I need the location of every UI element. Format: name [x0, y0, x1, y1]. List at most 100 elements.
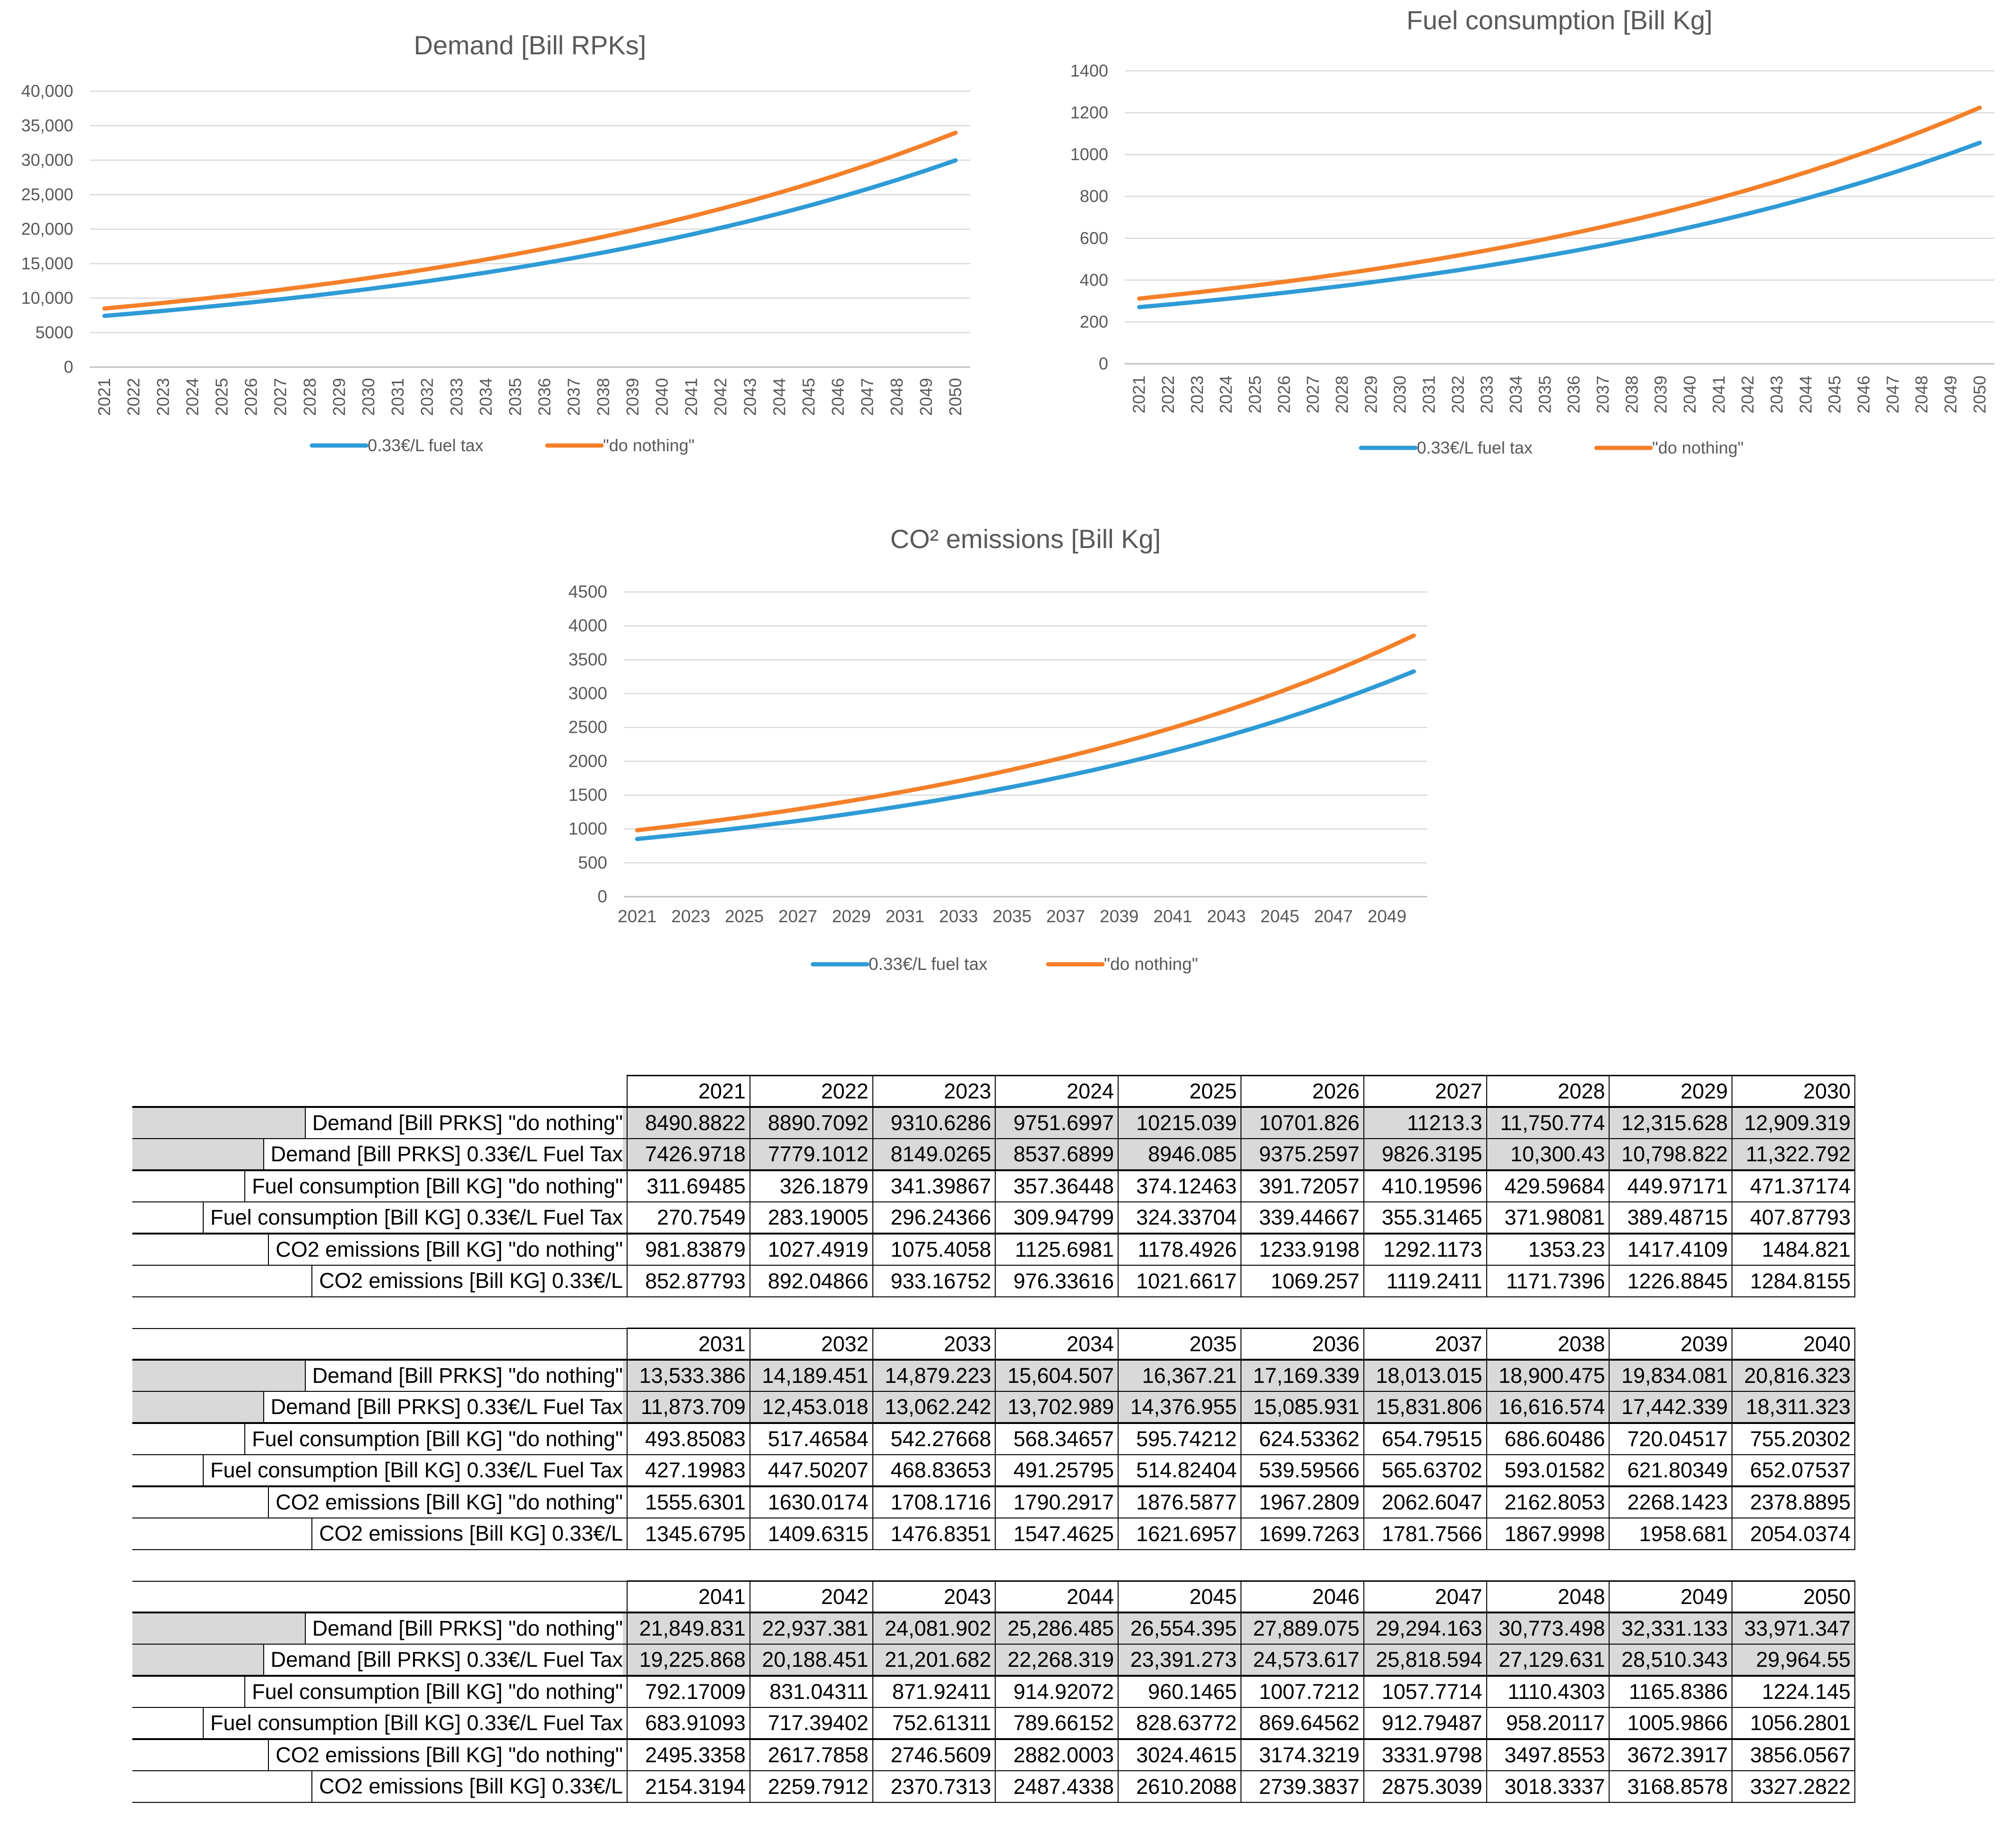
co2-x-tick-label: 2027 [778, 907, 817, 926]
demand-x-tick-label: 2027 [271, 378, 290, 416]
table-cell: 19,225.868 [627, 1644, 750, 1677]
co2-legend-label-fuel-tax: 0.33€/L fuel tax [869, 954, 988, 974]
table-row: Demand [Bill PRKS] 0.33€/L Fuel Tax 19,22… [132, 1644, 1855, 1677]
table-cell: 2162.8053 [1486, 1485, 1610, 1519]
table-cell: 3856.0567 [1732, 1738, 1855, 1772]
fuel-y-tick-label: 200 [1080, 312, 1108, 331]
table-year-header: 2024 [995, 1075, 1119, 1108]
demand-y-tick-label: 25,000 [21, 185, 73, 204]
table-cell: 16,616.574 [1486, 1391, 1610, 1424]
fuel-x-tick-label: 2033 [1477, 376, 1497, 413]
table-row-label-cell: Demand [Bill PRKS] 0.33€/L Fuel Tax [132, 1644, 628, 1677]
table-cell: 2739.3837 [1240, 1770, 1364, 1803]
table-cell: 1630.0174 [749, 1485, 873, 1519]
demand-x-tick-label: 2029 [329, 378, 349, 416]
fuel-legend-label-fuel-tax: 0.33€/L fuel tax [1417, 438, 1533, 457]
table-row-label-cell: Fuel consumption [Bill KG] "do nothing" [132, 1422, 628, 1456]
table-cell: 624.53362 [1240, 1422, 1364, 1456]
table-cell: 371.98081 [1486, 1201, 1610, 1235]
fuel-x-tick-label: 2030 [1390, 376, 1410, 413]
table-row: Demand [Bill PRKS] 0.33€/L Fuel Tax 7426.… [132, 1138, 1855, 1171]
table-year-header: 2043 [872, 1580, 996, 1613]
table-cell: 326.1879 [749, 1169, 873, 1203]
fuel-y-tick-label: 800 [1080, 187, 1108, 206]
table-cell: 22,937.381 [749, 1612, 873, 1645]
table-cell: 1005.9866 [1609, 1707, 1733, 1740]
table-cell: 9826.3195 [1363, 1138, 1487, 1171]
demand-x-tick-label: 2037 [564, 378, 584, 416]
demand-x-tick-label: 2030 [359, 378, 378, 416]
co2-x-tick-label: 2023 [672, 907, 710, 926]
table-cell: 1790.2917 [995, 1485, 1119, 1519]
demand-x-tick-label: 2022 [124, 378, 143, 416]
table-spacer-cell [132, 1296, 1855, 1329]
table-spacer-row [132, 1549, 1855, 1582]
demand-x-tick-label: 2035 [505, 378, 525, 416]
table-row-label-cell: Fuel consumption [Bill KG] 0.33€/L Fuel … [132, 1201, 628, 1235]
table-cell: 17,442.339 [1609, 1391, 1733, 1424]
fuel-y-tick-label: 1000 [1070, 145, 1108, 164]
table-cell: 3672.3917 [1609, 1738, 1733, 1772]
table-cell: 1292.1173 [1363, 1233, 1487, 1266]
table-cell: 30,773.498 [1486, 1612, 1610, 1645]
fuel-legend-label-do-nothing: "do nothing" [1652, 438, 1744, 457]
table-cell: 491.25795 [995, 1454, 1119, 1487]
demand-do-nothing-series-line [102, 130, 958, 311]
table-cell: 1178.4926 [1118, 1233, 1241, 1266]
fuel-x-tick-label: 2022 [1158, 376, 1178, 413]
table-cell: 960.1465 [1118, 1675, 1241, 1708]
table-cell: 283.19005 [749, 1201, 873, 1235]
table-year-header: 2046 [1240, 1580, 1364, 1613]
table-cell: 14,189.451 [749, 1359, 873, 1392]
table-cell: 755.20302 [1732, 1422, 1855, 1456]
co2-do-nothing-series-line [635, 633, 1416, 832]
table-cell: 1476.8351 [872, 1518, 996, 1550]
table-year-header: 2030 [1732, 1075, 1855, 1108]
table-cell: 1057.7714 [1363, 1675, 1487, 1708]
fuel-x-tick-label: 2021 [1129, 376, 1149, 413]
table-row-label: CO2 emissions [Bill KG] "do nothing" [268, 1235, 623, 1265]
fuel-y-tick-label: 1200 [1070, 103, 1108, 122]
table-cell: 1967.2809 [1240, 1485, 1364, 1519]
table-cell: 568.34657 [995, 1422, 1119, 1456]
fuel-y-tick-label: 400 [1080, 270, 1108, 290]
table-cell: 355.31465 [1363, 1201, 1487, 1235]
co2-x-tick-label: 2021 [618, 907, 656, 926]
table-year-header: 2028 [1486, 1075, 1610, 1108]
table-cell: 493.85083 [627, 1422, 750, 1456]
co2-y-tick-label: 2000 [569, 751, 607, 771]
demand-y-tick-label: 20,000 [21, 219, 73, 239]
fuel-x-tick-label: 2041 [1709, 376, 1728, 413]
fuel-x-tick-label: 2034 [1506, 376, 1525, 413]
table-cell: 981.83879 [627, 1233, 750, 1266]
table-row-label-cell: Demand [Bill PRKS] "do nothing" [132, 1612, 628, 1645]
table-cell: 1125.6981 [995, 1233, 1119, 1266]
demand-x-tick-label: 2024 [182, 378, 202, 416]
data-table-grid: 2021 2022 2023 2024 2025 2026 2027 2028 2029 2030… [132, 1075, 1855, 1803]
table-cell: 3497.8553 [1486, 1738, 1610, 1772]
table-cell: 2268.1423 [1609, 1485, 1733, 1519]
table-cell: 1958.681 [1609, 1518, 1733, 1550]
table-cell: 23,391.273 [1118, 1644, 1241, 1677]
fuel-x-tick-label: 2035 [1535, 376, 1554, 413]
fuel-x-tick-label: 2023 [1187, 376, 1206, 413]
demand-x-tick-label: 2031 [388, 378, 407, 416]
demand-chart: Demand [Bill RPKs] 0 5000 10,000 15,000 20,00… [0, 0, 992, 487]
table-cell: 14,376.955 [1118, 1391, 1241, 1424]
table-cell: 621.80349 [1609, 1454, 1733, 1487]
table-year-header: 2047 [1363, 1580, 1487, 1613]
demand-x-tick-label: 2034 [476, 378, 495, 416]
table-row: CO2 emissions [Bill KG] 0.33€/L 852.87793… [132, 1265, 1855, 1297]
co2-x-tick-label: 2047 [1314, 907, 1353, 926]
table-row-label-cell: Fuel consumption [Bill KG] "do nothing" [132, 1169, 628, 1203]
table-row-label: Fuel consumption [Bill KG] 0.33€/L Fuel … [203, 1456, 623, 1486]
table-row-label: Fuel consumption [Bill KG] "do nothing" [244, 1678, 623, 1707]
table-row: Fuel consumption [Bill KG] 0.33€/L Fuel … [132, 1201, 1855, 1235]
table-row: CO2 emissions [Bill KG] "do nothing" 981.… [132, 1233, 1855, 1266]
fuel-x-tick-label: 2026 [1274, 376, 1293, 413]
table-cell: 21,849.831 [627, 1612, 750, 1645]
table-row-label: CO2 emissions [Bill KG] 0.33€/L [311, 1266, 623, 1296]
demand-x-tick-label: 2040 [652, 378, 672, 416]
table-cell: 25,286.485 [995, 1612, 1119, 1645]
fuel-x-tick-label: 2045 [1825, 376, 1844, 413]
